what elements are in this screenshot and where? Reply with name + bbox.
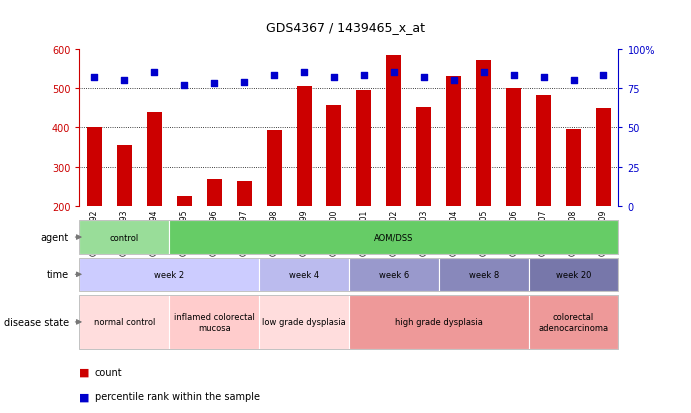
Text: normal control: normal control <box>94 318 155 327</box>
Point <box>448 78 460 84</box>
Text: ■: ■ <box>79 392 90 401</box>
Bar <box>386 55 401 206</box>
Point <box>328 74 339 81</box>
Bar <box>536 95 551 206</box>
Text: week 2: week 2 <box>154 270 184 279</box>
Bar <box>566 130 581 206</box>
Point <box>269 73 280 80</box>
Point <box>418 74 429 81</box>
Text: week 4: week 4 <box>289 270 319 279</box>
Point <box>538 74 549 81</box>
Text: count: count <box>95 367 122 377</box>
Text: week 20: week 20 <box>556 270 591 279</box>
Text: colorectal
adenocarcinoma: colorectal adenocarcinoma <box>538 313 609 332</box>
Bar <box>506 89 521 206</box>
Point <box>149 70 160 76</box>
Text: low grade dysplasia: low grade dysplasia <box>262 318 346 327</box>
Bar <box>446 77 461 206</box>
Bar <box>357 91 371 206</box>
Text: time: time <box>47 270 69 280</box>
Text: agent: agent <box>41 233 69 242</box>
Text: disease state: disease state <box>4 317 69 327</box>
Bar <box>236 182 252 206</box>
Point <box>568 78 579 84</box>
Bar <box>296 87 312 206</box>
Bar <box>416 108 431 206</box>
Bar <box>267 131 281 206</box>
Bar <box>117 146 132 206</box>
Point <box>119 78 130 84</box>
Point <box>179 82 190 89</box>
Point <box>598 73 609 80</box>
Point <box>89 74 100 81</box>
Bar <box>177 197 191 206</box>
Bar <box>596 109 611 206</box>
Point <box>359 73 370 80</box>
Point <box>209 81 220 88</box>
Text: percentile rank within the sample: percentile rank within the sample <box>95 392 260 401</box>
Text: GDS4367 / 1439465_x_at: GDS4367 / 1439465_x_at <box>266 21 425 33</box>
Bar <box>207 180 222 206</box>
Text: week 8: week 8 <box>468 270 499 279</box>
Text: ■: ■ <box>79 367 90 377</box>
Bar <box>87 128 102 206</box>
Point <box>508 73 519 80</box>
Text: high grade dysplasia: high grade dysplasia <box>395 318 483 327</box>
Text: control: control <box>110 233 139 242</box>
Text: AOM/DSS: AOM/DSS <box>375 233 413 242</box>
Text: inflamed colorectal
mucosa: inflamed colorectal mucosa <box>173 313 255 332</box>
Point <box>238 79 249 86</box>
Bar <box>146 112 162 206</box>
Bar <box>476 61 491 206</box>
Point <box>478 70 489 76</box>
Bar <box>326 105 341 206</box>
Text: week 6: week 6 <box>379 270 409 279</box>
Point <box>299 70 310 76</box>
Point <box>388 70 399 76</box>
